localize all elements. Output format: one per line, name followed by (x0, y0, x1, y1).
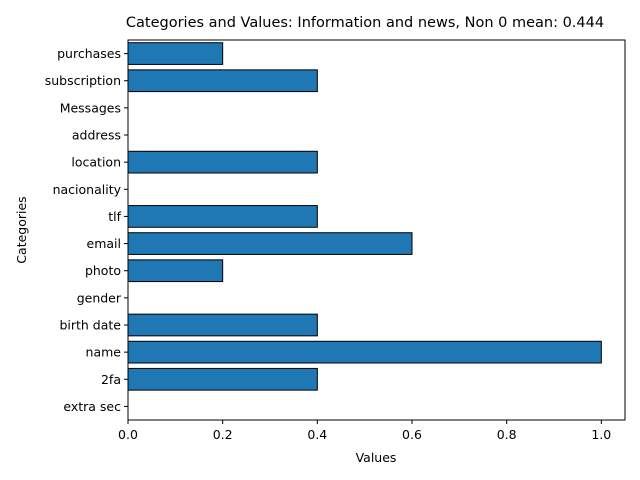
y-tick-label-subscription: subscription (45, 73, 121, 88)
x-tick-label: 0.8 (497, 427, 517, 442)
bar-purchases (127, 42, 224, 65)
y-tick-label-purchases: purchases (57, 46, 121, 61)
bar-name (127, 340, 602, 364)
y-tick-label-photo: photo (85, 263, 121, 278)
y-tick-label-location: location (71, 155, 121, 170)
x-tick-label: 0.4 (307, 427, 327, 442)
bar-email (127, 232, 413, 255)
bar-tlf (127, 205, 318, 228)
bar-photo (127, 259, 224, 283)
y-axis-ticks: extra sec 2fa name birth date gender photo ema… (45, 46, 128, 414)
y-tick-label-nacionality: nacionality (53, 182, 122, 197)
x-tick-label: 0.0 (118, 427, 138, 442)
bar-location (127, 150, 318, 174)
y-tick-label-2fa: 2fa (101, 372, 121, 387)
chart-title: Categories and Values: Information and n… (126, 15, 604, 31)
y-axis-label: Categories (14, 196, 29, 263)
bars-group (127, 42, 602, 391)
y-tick-label-gender: gender (77, 290, 122, 305)
y-tick-label-name: name (86, 345, 122, 360)
bar-2fa (127, 367, 318, 391)
y-tick-label-address: address (72, 128, 121, 143)
y-tick-label-messages: Messages (60, 100, 121, 115)
y-tick-label-birth-date: birth date (59, 318, 121, 333)
x-tick-label: 0.6 (402, 427, 422, 442)
y-tick-label-tlf: tlf (108, 209, 121, 224)
bar-birth-date (127, 313, 318, 337)
bar-subscription (127, 69, 318, 93)
x-tick-label: 0.2 (213, 427, 233, 442)
x-tick-label: 1.0 (591, 427, 611, 442)
x-axis-ticks: 0.0 0.2 0.4 0.6 0.8 1.0 (118, 420, 611, 442)
y-tick-label-email: email (87, 236, 121, 251)
y-tick-label-extra-sec: extra sec (63, 399, 121, 414)
x-axis-label: Values (356, 450, 397, 465)
plot-frame (127, 39, 626, 421)
